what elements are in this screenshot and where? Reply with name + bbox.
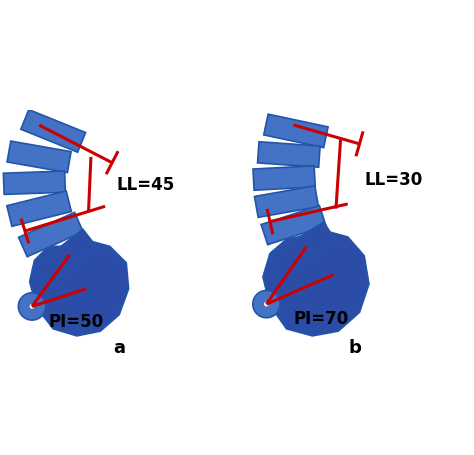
Polygon shape (3, 171, 65, 194)
Polygon shape (7, 191, 72, 226)
Text: LL=45: LL=45 (117, 176, 175, 194)
Polygon shape (255, 186, 319, 217)
Circle shape (18, 293, 46, 320)
Polygon shape (257, 142, 320, 167)
Text: PI=70: PI=70 (293, 310, 349, 329)
Polygon shape (7, 141, 71, 172)
Circle shape (264, 302, 268, 306)
Polygon shape (18, 212, 83, 257)
Polygon shape (30, 239, 128, 336)
Polygon shape (264, 114, 328, 147)
Polygon shape (270, 222, 336, 276)
Text: a: a (113, 339, 125, 358)
Polygon shape (21, 110, 86, 152)
Circle shape (30, 304, 34, 308)
Polygon shape (253, 166, 315, 190)
Text: PI=50: PI=50 (48, 313, 104, 331)
Polygon shape (33, 229, 97, 287)
Polygon shape (261, 206, 326, 245)
Circle shape (253, 290, 280, 318)
Text: LL=30: LL=30 (364, 172, 422, 189)
Polygon shape (263, 230, 369, 336)
Text: b: b (348, 339, 361, 358)
